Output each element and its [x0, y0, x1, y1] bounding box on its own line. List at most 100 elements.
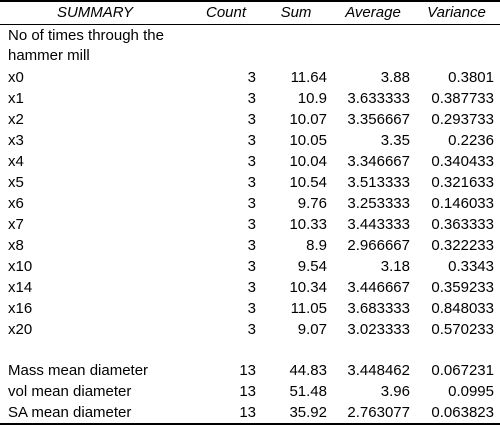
table-row: x14 3 10.34 3.446667 0.359233: [0, 277, 500, 298]
row-label: x16: [8, 299, 33, 317]
average-cell: 3.446667: [347, 278, 410, 296]
average-cell: 3.96: [380, 382, 410, 400]
count-cell: 13: [239, 361, 256, 379]
header-count: Count: [193, 0, 262, 25]
count-cell: 3: [247, 320, 256, 338]
spacer-cell: [416, 340, 500, 360]
summary-row: Mass mean diameter 13 44.83 3.448462 0.06723…: [0, 360, 500, 381]
sum-cell: 11.05: [290, 299, 327, 317]
row-label: x3: [8, 131, 24, 149]
row-label: x2: [8, 110, 24, 128]
sum-cell: 9.76: [297, 194, 327, 212]
count-cell: 3: [247, 194, 256, 212]
variance-cell: 0.340433: [431, 152, 494, 170]
spacer-cell: [0, 340, 193, 360]
description-empty-cell: [416, 24, 500, 67]
sum-cell: 44.83: [289, 361, 327, 379]
header-variance: Variance: [416, 0, 500, 25]
variance-cell: 0.321633: [431, 173, 494, 191]
variance-cell: 0.848033: [431, 299, 494, 317]
summary-table-header: SUMMARY Count Sum Average Variance: [0, 0, 500, 25]
average-cell: 3.443333: [347, 215, 410, 233]
table-row: x8 3 8.9 2.966667 0.322233: [0, 235, 500, 256]
count-cell: 13: [239, 382, 256, 400]
table-row: x20 3 9.07 3.023333 0.570233: [0, 319, 500, 340]
average-cell: 3.448462: [347, 361, 410, 379]
description-empty-cell: [333, 24, 416, 67]
count-cell: 3: [247, 68, 256, 86]
table-row: x5 3 10.54 3.513333 0.321633: [0, 172, 500, 193]
variance-cell: 0.387733: [431, 89, 494, 107]
row-label: x5: [8, 173, 24, 191]
table-row: x4 3 10.04 3.346667 0.340433: [0, 151, 500, 172]
table-row: x1 3 10.9 3.633333 0.387733: [0, 88, 500, 109]
spacer-cell: [262, 340, 333, 360]
average-cell: 3.683333: [347, 299, 410, 317]
row-label: vol mean diameter: [8, 382, 132, 400]
average-cell: 3.513333: [347, 173, 410, 191]
variance-cell: 0.0995: [448, 382, 494, 400]
average-cell: 3.35: [380, 131, 410, 149]
count-cell: 3: [247, 110, 256, 128]
average-cell: 3.633333: [347, 89, 410, 107]
spacer-row: [0, 340, 500, 360]
count-cell: 3: [247, 173, 256, 191]
description-label: No of times through the hammer mill: [8, 26, 164, 64]
sum-cell: 35.92: [262, 401, 333, 425]
variance-cell: 0.2236: [448, 131, 494, 149]
variance-cell: 0.3343: [448, 257, 494, 275]
average-cell: 3.356667: [347, 110, 410, 128]
sum-cell: 10.34: [289, 278, 327, 296]
sum-cell: 10.33: [289, 215, 327, 233]
header-average: Average: [333, 0, 416, 25]
variance-cell: 0.322233: [431, 236, 494, 254]
variance-cell: 0.359233: [431, 278, 494, 296]
sum-cell: 10.05: [289, 131, 327, 149]
table-row: x10 3 9.54 3.18 0.3343: [0, 256, 500, 277]
row-label: x0: [8, 68, 24, 86]
variance-cell: 0.063823: [416, 401, 500, 425]
description-empty-cell: [262, 24, 333, 67]
sum-cell: 10.54: [289, 173, 327, 191]
variance-cell: 0.3801: [448, 68, 494, 86]
average-cell: 3.023333: [347, 320, 410, 338]
row-label: x20: [8, 320, 33, 338]
sum-cell: 10.04: [289, 152, 327, 170]
average-cell: 3.88: [380, 68, 410, 86]
count-cell: 3: [247, 257, 256, 275]
variance-cell: 0.293733: [431, 110, 494, 128]
count-cell: 3: [247, 236, 256, 254]
sum-cell: 51.48: [289, 382, 327, 400]
row-label: x6: [8, 194, 24, 212]
table-row: x3 3 10.05 3.35 0.2236: [0, 130, 500, 151]
description-row: No of times through the hammer mill: [0, 24, 500, 67]
header-sum: Sum: [262, 0, 333, 25]
variance-cell: 0.363333: [431, 215, 494, 233]
summary-row: vol mean diameter 13 51.48 3.96 0.0995: [0, 381, 500, 402]
sum-cell: 11.64: [290, 68, 327, 86]
spacer-cell: [333, 340, 416, 360]
variance-cell: 0.570233: [431, 320, 494, 338]
average-cell: 3.253333: [347, 194, 410, 212]
row-label: x14: [8, 278, 33, 296]
table-row: x2 3 10.07 3.356667 0.293733: [0, 109, 500, 130]
count-cell: 3: [247, 89, 256, 107]
spacer-cell: [193, 340, 262, 360]
count-cell: 3: [247, 152, 256, 170]
average-cell: 2.966667: [347, 236, 410, 254]
count-cell: 13: [193, 401, 262, 425]
sum-cell: 9.07: [297, 320, 327, 338]
row-label: x10: [8, 257, 33, 275]
variance-cell: 0.067231: [431, 361, 494, 379]
sum-cell: 10.07: [289, 110, 327, 128]
table-row: x0 3 11.64 3.88 0.3801: [0, 67, 500, 88]
header-summary: SUMMARY: [0, 0, 193, 25]
row-label: x8: [8, 236, 24, 254]
header-row: SUMMARY Count Sum Average Variance: [0, 0, 500, 25]
sum-cell: 10.9: [297, 89, 327, 107]
count-cell: 3: [247, 299, 256, 317]
description-empty-cell: [193, 24, 262, 67]
row-label: SA mean diameter: [0, 401, 193, 425]
variance-cell: 0.146033: [431, 194, 494, 212]
